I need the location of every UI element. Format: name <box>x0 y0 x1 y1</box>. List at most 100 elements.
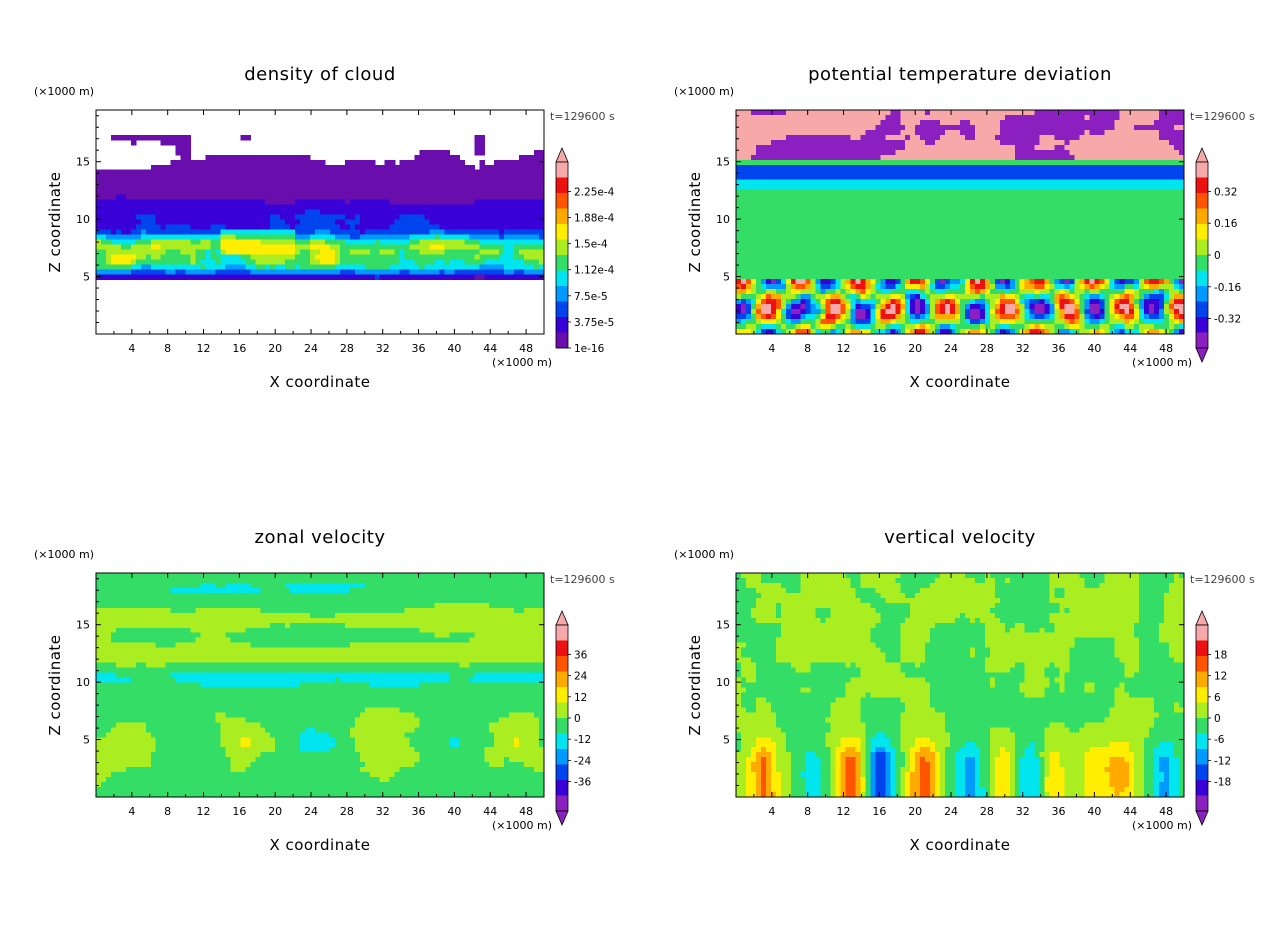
heatmap-cell <box>855 144 862 151</box>
heatmap-cell <box>1069 209 1076 216</box>
heatmap-cell <box>155 249 162 255</box>
heatmap-cell <box>215 159 222 166</box>
heatmap-cell <box>750 159 757 166</box>
heatmap-cell <box>165 274 172 280</box>
heatmap-cell <box>404 204 411 211</box>
heatmap-cell <box>1034 134 1041 141</box>
heatmap-cell <box>994 159 1001 166</box>
heatmap-cell <box>885 169 891 176</box>
heatmap-cell <box>315 169 321 176</box>
heatmap-cell <box>200 219 207 226</box>
heatmap-cell <box>195 264 202 270</box>
heatmap-cell <box>205 234 212 241</box>
heatmap-cell <box>509 249 515 255</box>
heatmap-cell <box>736 144 742 151</box>
heatmap-cell <box>760 149 767 156</box>
heatmap-cell <box>539 219 545 226</box>
heatmap-cell <box>974 154 981 161</box>
heatmap-cell <box>160 239 167 245</box>
heatmap-cell <box>150 189 157 196</box>
heatmap-cell <box>295 194 301 201</box>
heatmap-cell <box>499 194 505 201</box>
heatmap-cell <box>474 174 480 181</box>
heatmap-cell <box>736 114 742 121</box>
heatmap-cell <box>989 219 996 226</box>
heatmap-cell <box>860 234 867 241</box>
heatmap-cell <box>736 229 742 236</box>
heatmap-cell <box>1019 114 1026 121</box>
heatmap-cell <box>805 244 812 250</box>
heatmap-cell <box>989 164 996 171</box>
heatmap-cell <box>220 194 227 201</box>
heatmap-cell <box>795 169 802 176</box>
heatmap-cell <box>890 159 896 166</box>
heatmap-cell <box>180 229 187 236</box>
heatmap-cell <box>740 239 747 245</box>
heatmap-cell <box>509 159 515 166</box>
heatmap-cell <box>870 114 876 121</box>
heatmap-cell <box>1144 184 1150 191</box>
heatmap-cell <box>1094 214 1100 221</box>
heatmap-cell <box>855 199 862 206</box>
heatmap-cell <box>439 194 446 201</box>
heatmap-cell <box>1094 129 1100 136</box>
heatmap-cell <box>999 164 1006 171</box>
heatmap-cell <box>1059 189 1066 196</box>
heatmap-cell <box>964 194 971 201</box>
heatmap-cell <box>509 179 515 186</box>
heatmap-cell <box>850 194 857 201</box>
heatmap-cell <box>424 164 431 171</box>
heatmap-cell <box>770 179 777 186</box>
heatmap-cell <box>964 129 971 136</box>
heatmap-cell <box>1034 144 1041 151</box>
heatmap-cell <box>359 219 366 226</box>
heatmap-cell <box>974 214 981 221</box>
heatmap-cell <box>339 229 346 236</box>
heatmap-cell <box>459 209 465 216</box>
heatmap-cell <box>1164 129 1170 136</box>
heatmap-cell <box>1174 214 1180 221</box>
heatmap-cell <box>344 264 351 270</box>
heatmap-cell <box>96 269 102 275</box>
heatmap-cell <box>369 159 376 166</box>
heatmap-cell <box>1034 154 1041 161</box>
heatmap-cell <box>454 164 460 171</box>
panel-theta: potential temperature deviation(×1000 m)… <box>674 64 1255 391</box>
heatmap-cell <box>285 184 291 191</box>
heatmap-cell <box>805 189 812 196</box>
heatmap-cell <box>449 264 455 270</box>
heatmap-cell <box>1009 164 1016 171</box>
heatmap-cell <box>1029 174 1036 181</box>
heatmap-cell <box>459 169 465 176</box>
heatmap-cell <box>260 194 266 201</box>
heatmap-cell <box>875 179 881 186</box>
heatmap-cell <box>200 204 207 211</box>
plot-frame <box>95 109 545 335</box>
heatmap-cell <box>795 124 802 131</box>
heatmap-cell <box>1059 214 1066 221</box>
heatmap-cell <box>835 174 842 181</box>
heatmap-cell <box>1014 189 1021 196</box>
heatmap-cell <box>815 244 822 250</box>
heatmap-cell <box>504 169 510 176</box>
heatmap-cell <box>1049 129 1056 136</box>
heatmap-cell <box>459 224 465 231</box>
heatmap-cell <box>210 224 217 231</box>
heatmap-cell <box>290 219 296 226</box>
heatmap-cell <box>195 234 202 241</box>
heatmap-cell <box>1049 164 1056 171</box>
heatmap-cell <box>964 199 971 206</box>
heatmap-cell <box>984 174 991 181</box>
heatmap-cell <box>1164 189 1170 196</box>
heatmap-cell <box>1159 179 1165 186</box>
heatmap-cell <box>115 274 122 280</box>
heatmap-cell <box>454 199 460 206</box>
heatmap-cell <box>265 269 271 275</box>
heatmap-cell <box>364 219 371 226</box>
heatmap-cell <box>840 254 847 260</box>
heatmap-cell <box>935 234 941 241</box>
heatmap-cell <box>845 234 852 241</box>
heatmap-cell <box>125 224 132 231</box>
heatmap-cell <box>250 209 256 216</box>
heatmap-cell <box>255 174 261 181</box>
